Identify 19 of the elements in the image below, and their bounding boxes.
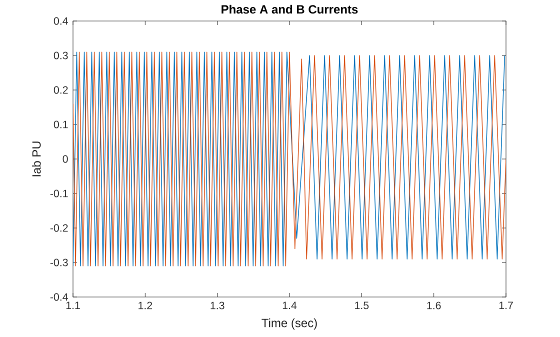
- y-tick-label: -0.2: [50, 224, 68, 232]
- x-tick-label: 1.5: [355, 302, 369, 310]
- y-tick-label: 0: [62, 155, 68, 163]
- y-tick-label: 0.2: [54, 86, 68, 94]
- x-axis-title: Time (sec): [262, 318, 317, 330]
- x-tick-label: 1.7: [499, 302, 513, 310]
- x-tick-label: 1.6: [427, 302, 441, 310]
- x-tick-label: 1.4: [282, 302, 297, 310]
- y-tick-label: 0.1: [54, 120, 68, 128]
- y-axis-title: Iab PU: [32, 142, 41, 176]
- x-tick-label: 1.3: [210, 302, 224, 310]
- chart-title: Phase A and B Currents: [222, 4, 358, 14]
- x-tick-label: 1.2: [138, 302, 152, 310]
- y-tick-label: 0.4: [54, 17, 68, 25]
- y-tick-label: -0.1: [50, 190, 68, 198]
- x-tick-label: 1.1: [66, 302, 80, 310]
- y-tick-label: -0.4: [50, 293, 68, 301]
- y-tick-label: 0.3: [54, 52, 68, 60]
- y-tick-label: -0.3: [50, 258, 68, 266]
